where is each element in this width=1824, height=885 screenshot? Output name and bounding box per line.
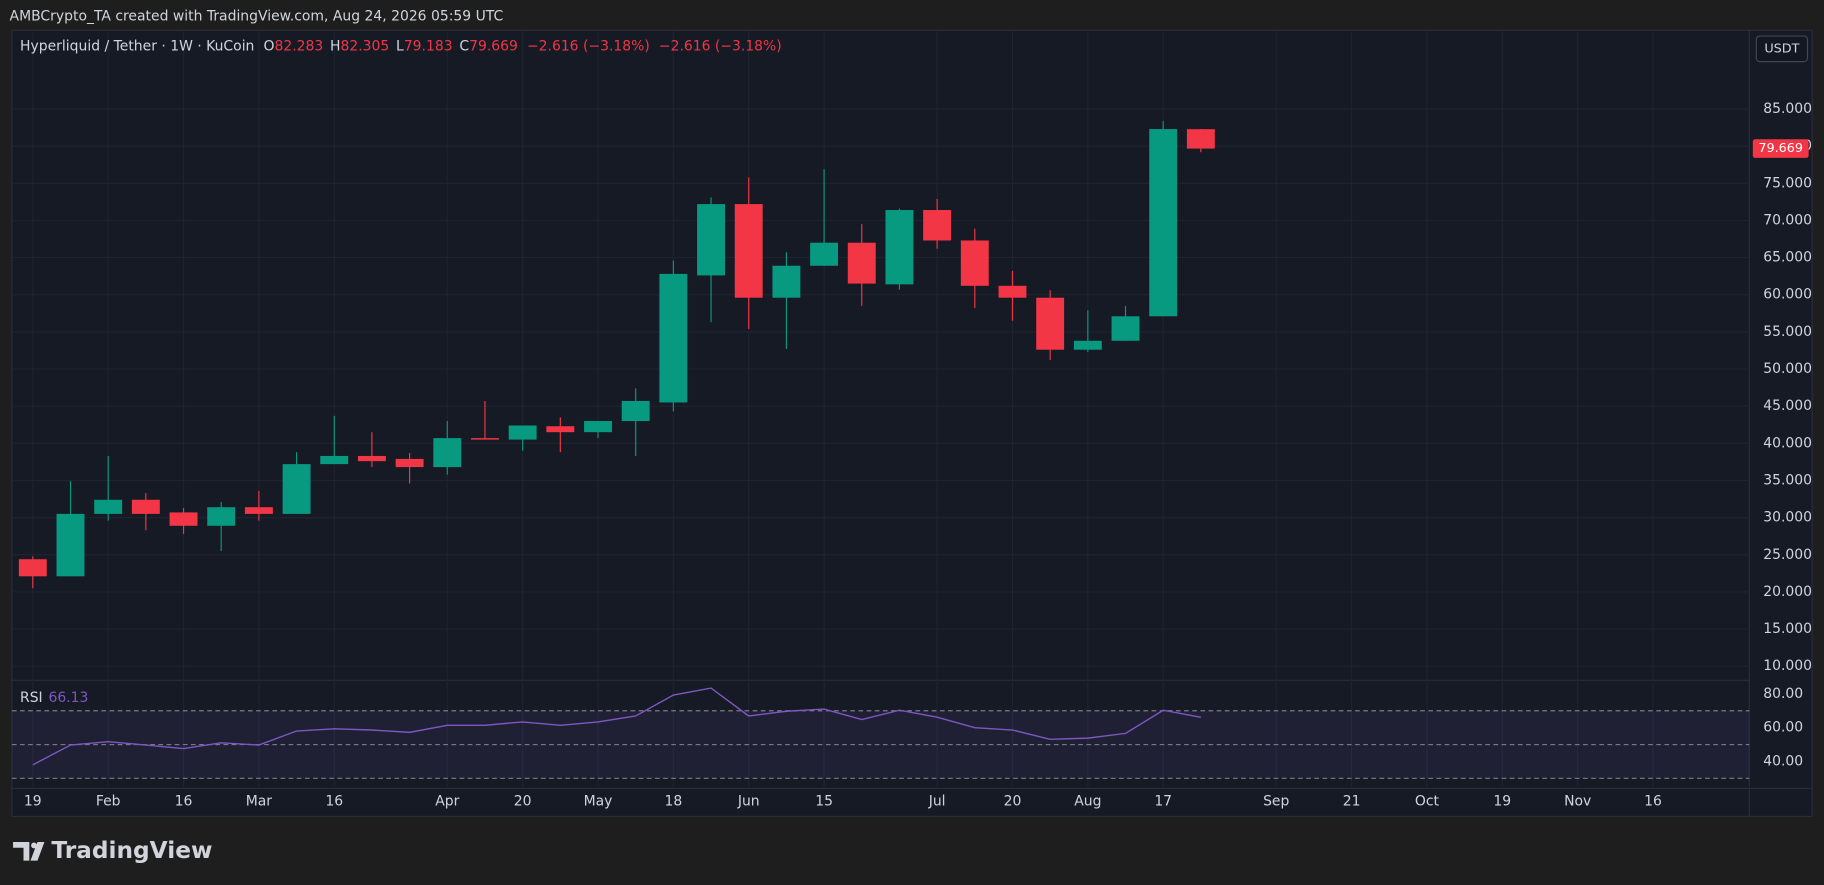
candle-body [584, 421, 612, 433]
candle-body [960, 240, 989, 286]
y-tick-label: 15.000 [1763, 621, 1812, 637]
candle-body [810, 242, 839, 266]
x-tick-label: Feb [96, 793, 121, 809]
chart-panel [11, 29, 1813, 817]
x-tick-label: 19 [24, 793, 42, 809]
legend-low: 79.183 [404, 39, 453, 55]
legend-high: 82.305 [341, 39, 390, 55]
x-tick-label: Sep [1263, 793, 1289, 809]
y-tick-label: 55.000 [1763, 324, 1812, 340]
candle-body [659, 273, 688, 403]
y-tick-label: 40.000 [1763, 435, 1812, 451]
candle-body [1186, 129, 1215, 149]
x-tick-label: 15 [815, 793, 833, 809]
candle-body [772, 265, 801, 298]
last-price-label: 79.669 [1758, 141, 1803, 156]
y-tick-label: 60.000 [1763, 287, 1812, 303]
last-price-box [1752, 139, 1809, 158]
x-tick-label: Aug [1074, 793, 1101, 809]
marks [18, 120, 1215, 766]
x-tick-label: Apr [435, 793, 459, 809]
candle-body [433, 438, 462, 468]
candle-body [998, 285, 1027, 298]
brand-logo [13, 841, 45, 861]
candle-body [169, 512, 198, 526]
legend-change: −2.616 (−3.18%) [659, 39, 782, 55]
x-tick-label: 16 [175, 793, 193, 809]
candle-body [94, 499, 123, 514]
rsi-tick-label: 60.00 [1763, 720, 1803, 736]
candle-body [357, 455, 386, 462]
candle-body [885, 210, 914, 285]
candle-body [1149, 129, 1178, 317]
x-tick-label: Nov [1564, 793, 1591, 809]
candle-body [131, 499, 160, 514]
x-tick-label: 20 [514, 793, 532, 809]
candle-body [621, 400, 650, 422]
x-tick-label: Mar [246, 793, 273, 809]
candle-body [1111, 316, 1140, 341]
y-tick-label: 75.000 [1763, 175, 1812, 191]
candle-body [244, 507, 273, 514]
candle-body [207, 507, 236, 526]
unit-label[interactable]: USDT [1764, 41, 1799, 56]
x-tick-label: 17 [1154, 793, 1172, 809]
rsi-value: 66.13 [48, 690, 88, 706]
x-tick-label: Jul [928, 793, 946, 809]
unit-button[interactable] [1755, 35, 1809, 63]
brand: TradingView [51, 837, 212, 864]
rsi-tick-label: 40.00 [1763, 753, 1803, 769]
legend: Hyperliquid / Tether · 1W · KuCoin O82.2… [20, 39, 782, 55]
candle-body [395, 458, 424, 468]
x-tick-label: Jun [737, 793, 760, 809]
candle-body [697, 204, 725, 276]
candle-body [471, 438, 499, 440]
header: AMBCrypto_TA created with TradingView.co… [10, 8, 504, 24]
legend-o: O [264, 39, 275, 55]
legend-open: 82.283 [274, 39, 323, 55]
legend-title: Hyperliquid / Tether · 1W · KuCoin [20, 39, 254, 55]
y-tick-label: 50.000 [1763, 361, 1812, 377]
rsi-name: RSI [20, 690, 43, 706]
x-tick-label: 16 [1644, 793, 1662, 809]
candle-body [508, 425, 537, 440]
y-tick-label: 25.000 [1763, 547, 1812, 563]
rsi-legend: RSI 66.13 [20, 690, 88, 706]
y-tick-label: 45.000 [1763, 398, 1812, 414]
y-tick-label: 35.000 [1763, 472, 1812, 488]
x-tick-label: 20 [1004, 793, 1022, 809]
legend-change: −2.616 (−3.18%) [527, 39, 650, 55]
x-tick-label: 18 [664, 793, 682, 809]
rsi-tick-label: 80.00 [1763, 686, 1803, 702]
y-tick-label: 20.000 [1763, 584, 1812, 600]
legend-c: C [459, 39, 469, 55]
x-tick-label: Oct [1415, 793, 1440, 809]
candle-body [320, 455, 349, 465]
logo-dot [31, 842, 37, 849]
y-tick-label: 10.000 [1763, 658, 1812, 674]
x-tick-label: 16 [325, 793, 343, 809]
legend-close: 79.669 [469, 39, 518, 55]
x-tick-label: 21 [1343, 793, 1361, 809]
candle-body [734, 204, 763, 298]
candle-body [1073, 340, 1102, 350]
rsi-line [32, 687, 1202, 766]
candle-body [282, 464, 311, 514]
y-tick-label: 65.000 [1763, 250, 1812, 266]
candle-body [847, 242, 876, 284]
x-tick-label: 19 [1493, 793, 1511, 809]
legend-l: L [396, 39, 404, 55]
candle-body [546, 426, 575, 433]
y-tick-label: 85.000 [1763, 101, 1812, 117]
x-tick-label: May [584, 793, 613, 809]
candle-body [923, 210, 952, 241]
candle-body [18, 559, 47, 577]
legend-h: H [330, 39, 340, 55]
candle-body [56, 513, 85, 577]
candle-body [1036, 297, 1065, 350]
y-tick-label: 70.000 [1763, 212, 1812, 228]
y-tick-label: 30.000 [1763, 510, 1812, 526]
